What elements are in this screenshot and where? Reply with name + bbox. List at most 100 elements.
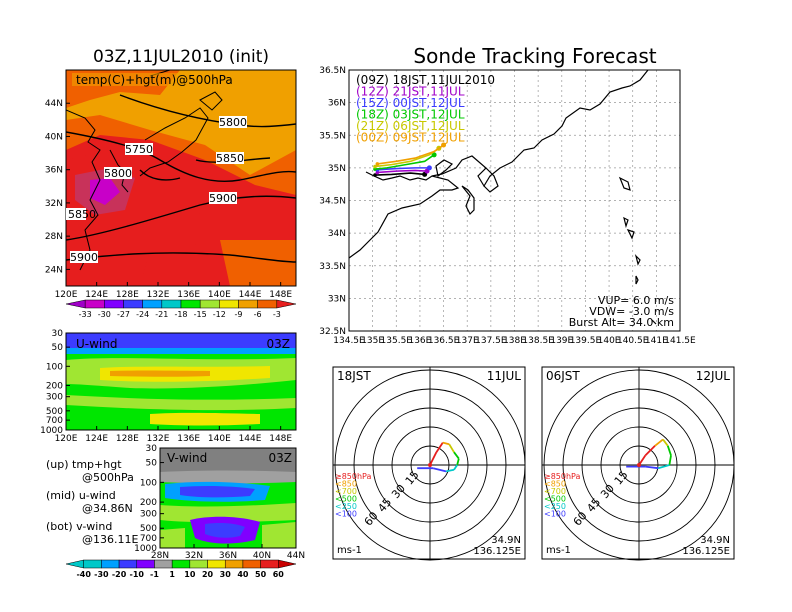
launch-legend: (09Z) 18JST,11JUL2010(12Z) 21JST,11JUL(1… [356,73,495,145]
uwind-lon-label: 144E [239,434,262,444]
sonde-burst-point [441,142,447,148]
colorbar-tick: -21 [155,310,168,319]
uwind-lon-ticks: 120E 124E 128E 132E 136E 140E 144E 148E [55,426,292,444]
wind-colorbar-tick: 60 [273,570,285,579]
vwind-p-label: 1000 [134,544,157,554]
colorbar-swatch [104,299,124,309]
contour-label: 5750 [125,143,153,156]
colorbar-swatch [84,299,105,309]
map-lat-label: 40N [45,132,63,142]
side-legend-line: @136.11E [82,533,138,546]
vwind-lat-label: 36N [219,551,237,561]
hodograph-level-label: <500 [335,495,357,504]
wind-colorbar-tick: -10 [130,570,145,579]
colorbar-tick: -27 [117,310,130,319]
forecast-lon-label: 137.5E [475,336,507,346]
wind-colorbar-tick: -40 [76,570,91,579]
hodograph-level-label: <250 [335,502,357,511]
colorbar-tick: -15 [194,310,207,319]
map-lon-label: 148E [269,290,292,300]
map-lon-label: 124E [85,290,108,300]
colorbar-swatch [257,299,278,309]
hodograph-lon: 136.125E [682,546,730,557]
balloon-parameter: Burst Alt= 34.0 km [569,316,674,329]
hodograph-time: 18JST [337,369,371,383]
hodograph-segment [453,464,458,471]
forecast-lat-label: 35N [328,164,346,174]
map-lat-label: 28N [45,232,63,242]
wind-colorbar-swatch [118,559,138,569]
hodograph-segment [668,455,672,466]
forecast-lon-label: 136.5E [428,336,460,346]
forecast-lat-label: 35.5N [319,131,346,141]
colorbar-swatch [219,299,239,309]
side-legend: (up) tmp+hgt@500hPa (mid) u-wind@34.86N (b… [46,458,138,546]
side-legend-line: @34.86N [82,502,133,515]
colorbar-tick: -9 [235,310,243,319]
forecast-lon-label: 136E [408,336,431,346]
wind-colorbar-tick: -20 [112,570,127,579]
map-lat-label: 36N [45,166,63,176]
hodograph-level-label: <850 [335,480,357,489]
forecast-lat-label: 36.5N [319,66,346,76]
hodograph-frame [541,366,735,560]
wind-colorbar-tick: -30 [94,570,109,579]
map-lon-ticks: 120E 124E 128E 132E 136E 140E 144E 148E [55,282,292,300]
colorbar-tick: -33 [79,310,92,319]
forecast-lon-label: 140.5E [617,336,649,346]
contour-label: 5850 [216,152,244,165]
uwind-lon-label: 136E [177,434,200,444]
wind-colorbar: -40 -30 -20 -10 -1 1 10 20 30 40 50 60 [65,559,297,579]
colorbar-swatch [238,299,258,309]
launch-legend-entry: (18Z) 03JST,12JUL [356,108,465,122]
wind-colorbar-swatch [224,559,244,569]
uwind-p-label: 50 [52,343,64,353]
colorbar-tick: -18 [174,310,187,319]
sonde-burst-point [426,165,432,171]
wind-colorbar-swatch [278,559,297,569]
uwind-lon-label: 128E [116,434,139,444]
map-lon-label: 120E [55,290,78,300]
temperature-map [66,70,296,286]
hodograph-level-label: ≥850hPa [335,472,372,481]
map-lon-label: 128E [116,290,139,300]
hodograph-lat: 34.9N [491,535,521,546]
uwind-p-label: 30 [52,329,64,339]
uwind-p-label: 700 [46,416,63,426]
forecast-grid [349,70,680,331]
forecast-lat-label: 34N [328,229,346,239]
side-legend-line: (mid) u-wind [46,489,116,502]
wind-colorbar-swatch [189,559,208,569]
map-contour-labels: 5750 5800 5800 5850 5900 5900 5850 [66,116,247,264]
wind-colorbar-swatch [65,559,84,569]
balloon-parameter: VUP= 6.0 m/s [598,294,674,307]
colorbar-tick: -30 [98,310,111,319]
sonde-track [377,167,430,171]
uwind-label: U-wind [76,337,117,351]
hodograph-segment [435,442,444,453]
hodograph-level-label: <850 [544,480,566,489]
vwind-p-label: 700 [140,534,157,544]
uwind-lon-label: 124E [85,434,108,444]
wind-colorbar-swatch [101,559,120,569]
sonde-burst-point [431,152,437,158]
sonde-landing-point [373,173,377,177]
vwind-lat-label: 40N [253,551,271,561]
colorbar-tick: -24 [136,310,149,319]
forecast-lon-label: 139.5E [570,336,602,346]
map-label: temp(C)+hgt(m)@500hPa [76,73,233,87]
forecast-lon-label: 141.5E [664,336,696,346]
hodograph-segment [442,441,450,446]
map-lat-label: 44N [45,99,63,109]
uwind-time: 03Z [267,337,291,351]
vwind-lat-ticks: 28N 32N 36N 40N 44N [151,544,305,561]
hodograph-unit: ms-1 [337,545,362,556]
sonde-landing-point [375,162,380,166]
map-title: 03Z,11JUL2010 (init) [93,47,269,67]
hodograph-origin-point [428,463,432,467]
hodograph-segment [662,438,669,447]
hodograph-date: 12JUL [696,369,731,383]
hodograph-segment [445,468,455,473]
